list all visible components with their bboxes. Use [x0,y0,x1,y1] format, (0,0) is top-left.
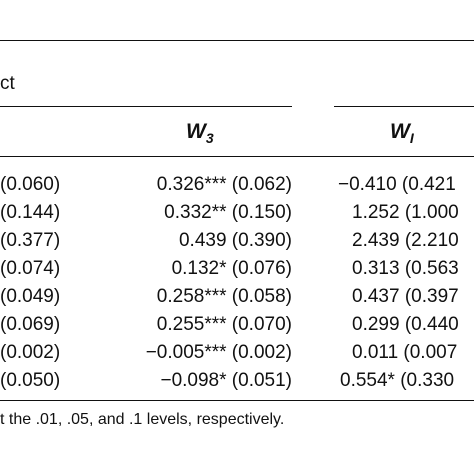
column-group-rule-right [334,106,474,107]
cell-left: (0.377) [0,230,61,251]
cell-w1: 0.554* (0.330 [340,370,455,391]
column-header-w3-sub: 3 [205,130,214,146]
column-header-w3: W3 [186,120,214,150]
cell-w1: −0.410 (0.421 [338,174,456,195]
cell-w1: 2.439 (2.210 [352,230,459,251]
column-header-w1: WI [390,120,414,150]
cell-left: (0.069) [0,314,61,335]
column-group-label: ct [0,73,15,94]
cell-w1: 0.299 (0.440 [352,314,459,335]
table-top-rule [0,40,474,41]
cell-left: (0.074) [0,258,61,279]
column-header-w1-sub: I [409,130,414,146]
cell-w3: 0.132* (0.076) [171,258,292,279]
cell-w3: 0.258*** (0.058) [156,286,292,307]
cell-w1: 1.252 (1.000 [352,202,459,223]
table-footnote: t the .01, .05, and .1 levels, respectiv… [0,411,285,428]
cell-left: (0.060) [0,174,61,195]
column-header-w3-base: W [186,120,206,143]
cell-left: (0.002) [0,342,61,363]
column-group-rule-left [0,106,292,107]
cell-w3: −0.098* (0.051) [160,370,292,391]
cell-w3: 0.326*** (0.062) [156,174,292,195]
cell-w3: 0.255*** (0.070) [156,314,292,335]
cell-w1: 0.313 (0.563 [352,258,459,279]
cell-w3: 0.332** (0.150) [164,202,292,223]
header-bottom-rule [0,156,474,157]
cell-w3: 0.439 (0.390) [178,230,292,251]
cell-left: (0.050) [0,370,61,391]
column-header-w1-base: W [390,120,410,143]
cell-left: (0.049) [0,286,61,307]
cell-left: (0.144) [0,202,61,223]
cell-w3: −0.005*** (0.002) [145,342,292,363]
table-bottom-rule [0,400,474,401]
cell-w1: 0.011 (0.007 [352,342,458,363]
cell-w1: 0.437 (0.397 [352,286,459,307]
